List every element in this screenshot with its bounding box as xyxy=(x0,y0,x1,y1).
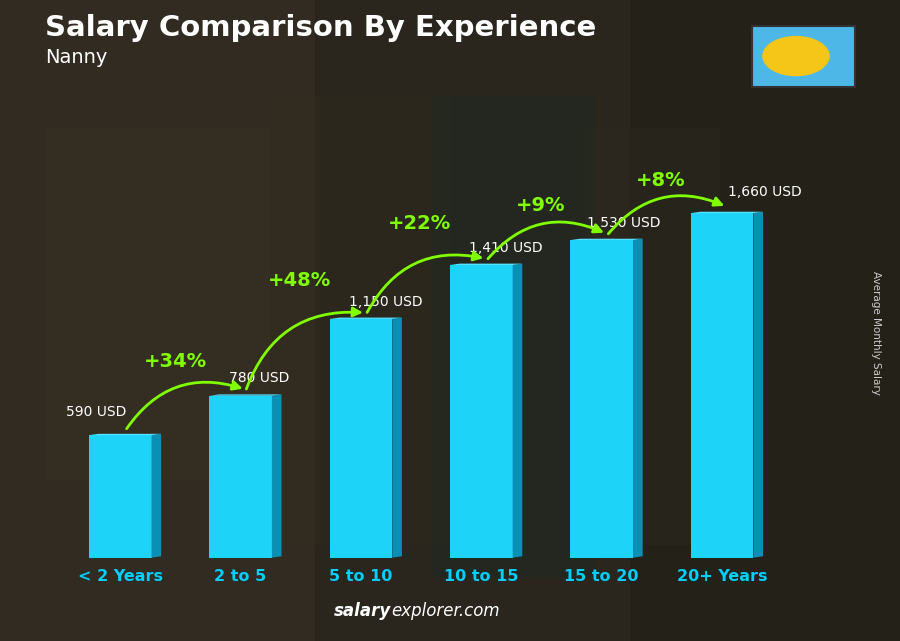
Polygon shape xyxy=(571,238,643,240)
Text: explorer.com: explorer.com xyxy=(392,603,500,620)
Bar xyxy=(315,0,630,641)
Text: +8%: +8% xyxy=(636,171,686,190)
Text: 1,150 USD: 1,150 USD xyxy=(349,295,423,308)
Bar xyxy=(0,0,315,641)
Polygon shape xyxy=(691,212,763,213)
Polygon shape xyxy=(513,263,522,558)
Polygon shape xyxy=(151,434,161,558)
Text: Nanny: Nanny xyxy=(45,48,107,67)
Text: 1,660 USD: 1,660 USD xyxy=(728,185,802,199)
Text: 1,410 USD: 1,410 USD xyxy=(469,240,543,254)
Text: 1,530 USD: 1,530 USD xyxy=(588,216,661,229)
Text: salary: salary xyxy=(334,603,392,620)
Text: +9%: +9% xyxy=(516,196,565,215)
Polygon shape xyxy=(571,240,633,558)
Polygon shape xyxy=(210,394,282,395)
Bar xyxy=(45,128,270,481)
Circle shape xyxy=(763,37,829,76)
Text: Average Monthly Salary: Average Monthly Salary xyxy=(870,271,881,395)
Text: +48%: +48% xyxy=(268,271,331,290)
Polygon shape xyxy=(450,265,513,558)
Polygon shape xyxy=(329,317,402,319)
Polygon shape xyxy=(450,263,522,265)
Bar xyxy=(432,96,594,577)
Polygon shape xyxy=(392,317,402,558)
Polygon shape xyxy=(89,434,161,435)
Polygon shape xyxy=(210,395,272,558)
Text: +22%: +22% xyxy=(388,214,452,233)
Bar xyxy=(270,96,450,545)
Bar xyxy=(630,0,900,641)
Text: +34%: +34% xyxy=(144,352,207,371)
Text: 780 USD: 780 USD xyxy=(229,371,289,385)
Polygon shape xyxy=(753,212,763,558)
Text: 590 USD: 590 USD xyxy=(66,404,126,419)
Polygon shape xyxy=(272,394,282,558)
Polygon shape xyxy=(691,213,753,558)
Polygon shape xyxy=(633,238,643,558)
Bar xyxy=(585,128,720,545)
Text: Salary Comparison By Experience: Salary Comparison By Experience xyxy=(45,13,596,42)
Polygon shape xyxy=(89,435,151,558)
Polygon shape xyxy=(329,319,392,558)
